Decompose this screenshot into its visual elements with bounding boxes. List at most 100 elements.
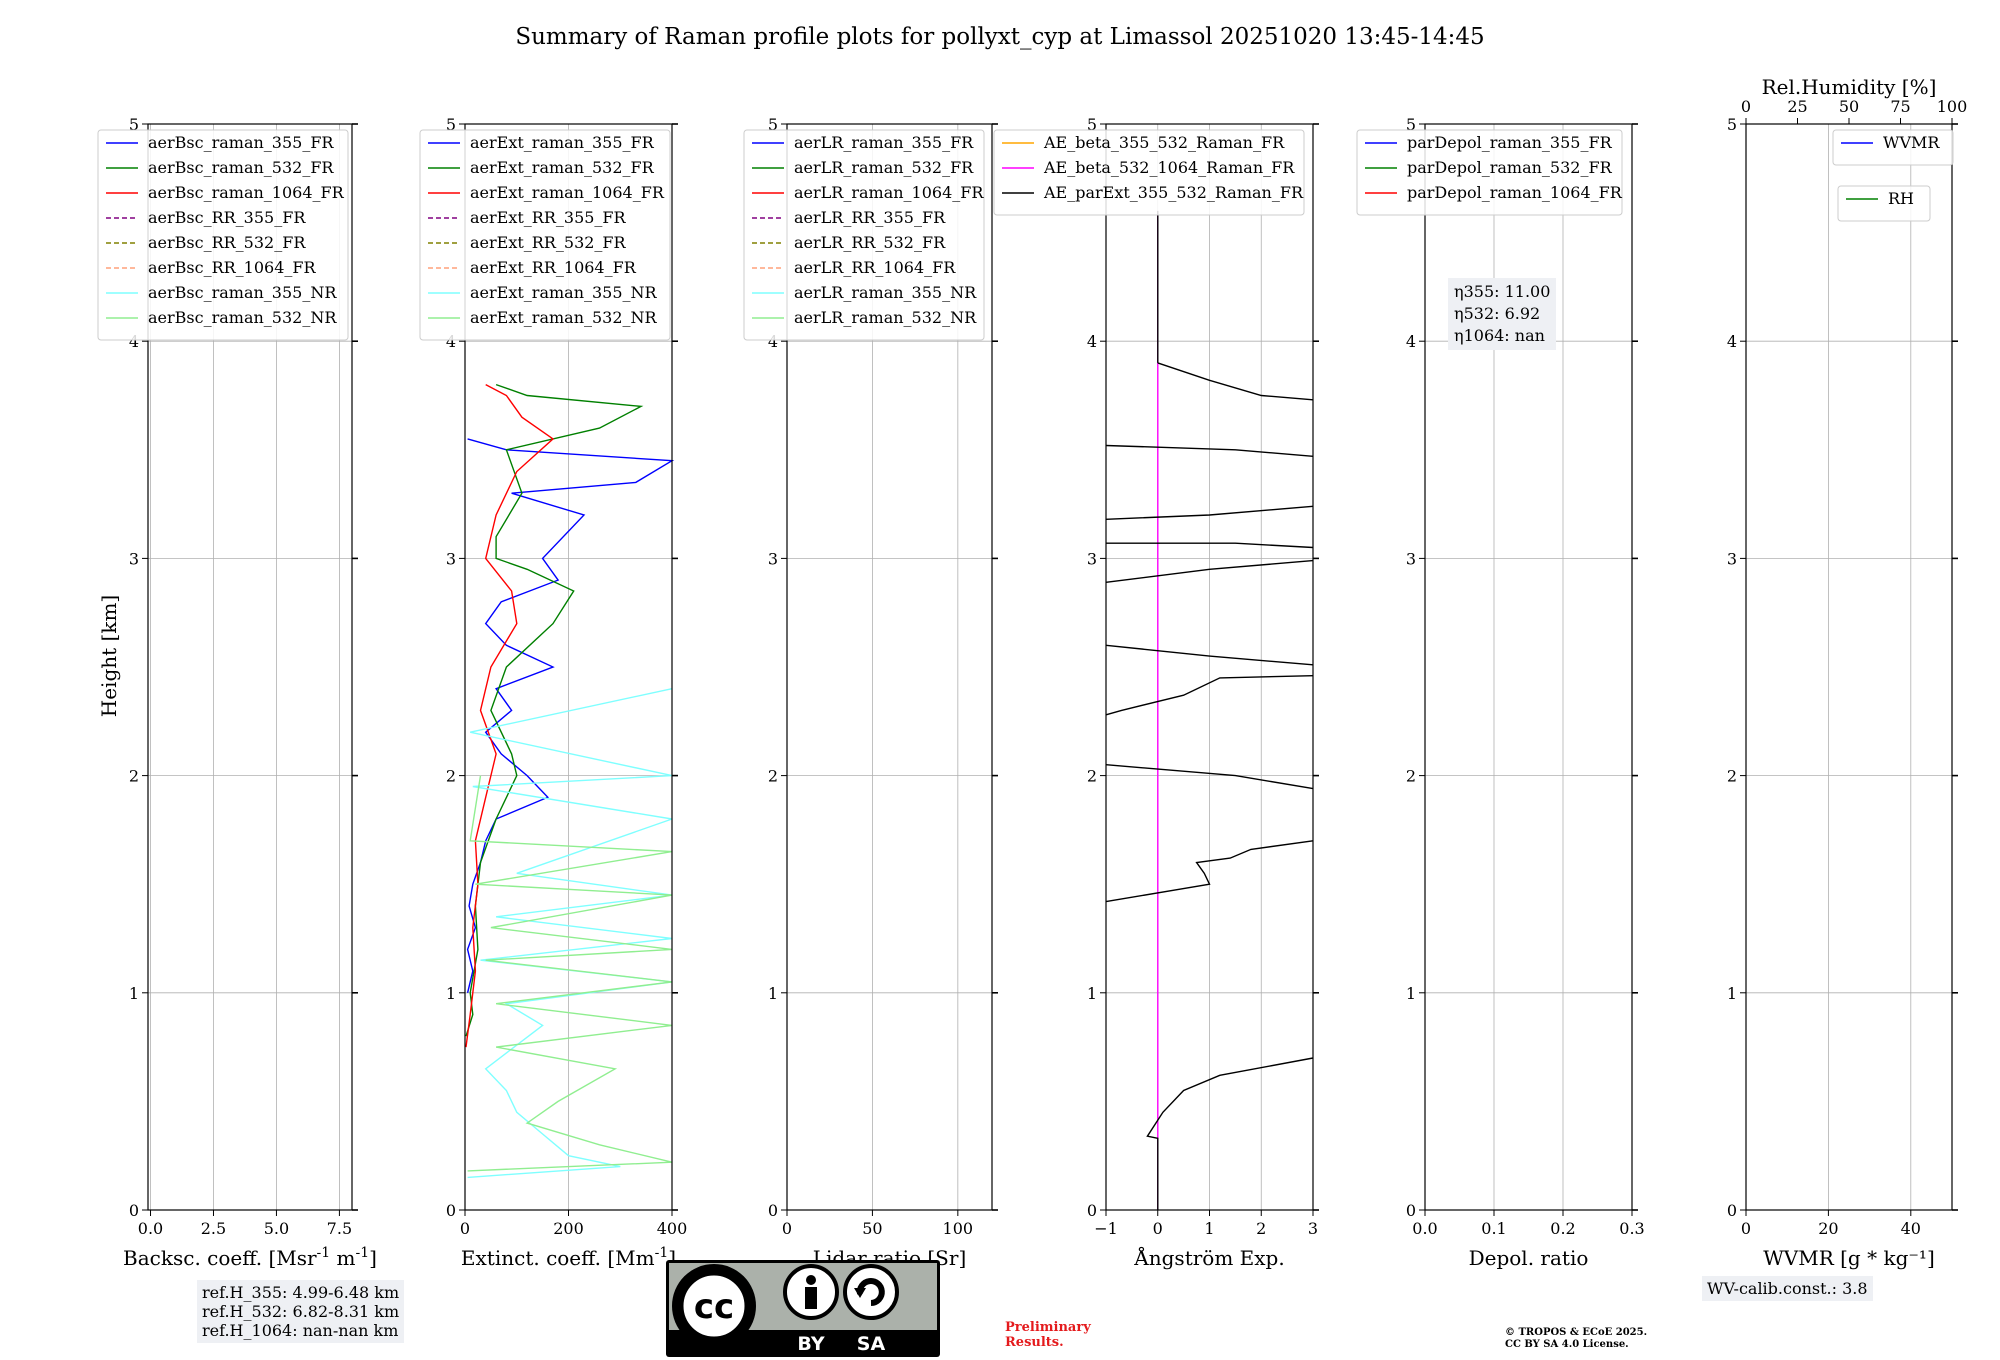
legend-label: aerExt_raman_532_FR — [470, 158, 655, 177]
legend-label: parDepol_raman_532_FR — [1407, 158, 1613, 177]
ytick-label-bsc: 2 — [129, 767, 139, 786]
legend-label: aerLR_raman_355_NR — [794, 283, 977, 302]
copyright-note: © TROPOS & ECoE 2025. CC BY SA 4.0 Licen… — [1505, 1327, 1647, 1351]
legend-label: aerBsc_RR_1064_FR — [148, 258, 317, 277]
ytick-label-dep: 5 — [1406, 115, 1416, 134]
legend-bsc — [97, 129, 349, 341]
axes-frame-lr — [786, 123, 993, 1211]
sa-text: SA — [857, 1333, 886, 1355]
series-AE_parExt_355_532_Raman_FR — [1157, 362, 1314, 401]
panel-ae: −1 0 1 2 3012345AE_beta_355_532_Raman_FRAE_b… — [993, 115, 1319, 1238]
xtick-label-dep: 0.3 — [1619, 1219, 1644, 1238]
axes-frame-wv — [1745, 123, 1953, 1211]
series-AE_parExt_355_532_Raman_FR — [1105, 444, 1314, 457]
legend-ext — [419, 129, 671, 341]
legend-label: aerExt_raman_532_NR — [470, 308, 658, 327]
ytick-label-ext: 1 — [446, 984, 456, 1003]
legend-label: aerBsc_raman_1064_FR — [148, 183, 345, 202]
ytick-label-bsc: 5 — [129, 115, 139, 134]
copyright-line-1: © TROPOS & ECoE 2025. — [1505, 1327, 1648, 1338]
legend-label: aerBsc_RR_532_FR — [148, 233, 306, 252]
ytick-label-ext: 3 — [446, 549, 456, 568]
xlabel-wv: WVMR [g * kg⁻¹] — [1763, 1246, 1935, 1270]
legend-label: aerBsc_raman_532_FR — [148, 158, 334, 177]
top-xlabel-wv: Rel.Humidity [%] — [1762, 75, 1937, 99]
ytick-label-ext: 2 — [446, 767, 456, 786]
legend-label: aerBsc_raman_355_NR — [148, 283, 337, 302]
eta-box: η355: 11.00 η532: 6.92 η1064: nan — [1448, 278, 1557, 350]
series-AE_parExt_355_532_Raman_FR — [1105, 644, 1314, 666]
preliminary-line-2: Results. — [1005, 1335, 1064, 1350]
legend-label: AE_beta_532_1064_Raman_FR — [1043, 158, 1295, 177]
ytick-label-wv: 2 — [1727, 767, 1737, 786]
xtick-label-ae: −1 — [1094, 1219, 1118, 1238]
xtick-label-wv: 20 — [1818, 1219, 1838, 1238]
top-xtick-label-wv: 0 — [1741, 97, 1751, 116]
xtick-label-ext: 400 — [657, 1219, 688, 1238]
ytick-label-ae: 4 — [1087, 332, 1097, 351]
top-xtick-label-wv: 100 — [1937, 97, 1968, 116]
series-AE_parExt_355_532_Raman_FR — [1105, 840, 1314, 903]
series-AE_parExt_355_532_Raman_FR — [1105, 505, 1314, 520]
ytick-label-wv: 5 — [1727, 115, 1737, 134]
xtick-label-ae: 1 — [1204, 1219, 1214, 1238]
cc-by-sa-badge: cc BY SA — [666, 1260, 940, 1357]
xlabel-bsc: Backsc. coeff. [Msr-1 m-1] — [123, 1245, 377, 1270]
series-AE_parExt_355_532_Raman_FR — [1146, 1057, 1314, 1210]
legend-label: aerLR_raman_355_FR — [794, 133, 974, 152]
eta-1064: η1064: nan — [1454, 326, 1545, 345]
legend-label: aerLR_RR_355_FR — [794, 208, 946, 227]
xtick-label-bsc: 5.0 — [264, 1219, 289, 1238]
wv-calib-text: WV-calib.const.: 3.8 — [1707, 1279, 1868, 1298]
ref-h-355: ref.H_355: 4.99-6.48 km — [202, 1283, 400, 1302]
figure-title: Summary of Raman profile plots for polly… — [515, 24, 1484, 50]
ytick-label-lr: 3 — [768, 549, 778, 568]
legend-label: aerExt_RR_1064_FR — [470, 258, 637, 277]
sa-icon — [843, 1264, 899, 1320]
ytick-label-wv: 1 — [1727, 984, 1737, 1003]
legend-ae — [993, 129, 1305, 216]
panel-bsc: 0.0 2.5 5.0 7.5 0 1 2 3 4 5 aerBsc_raman_355_FRaer… — [97, 115, 358, 1238]
ytick-label-ext: 5 — [446, 115, 456, 134]
ytick-label-ext: 0 — [446, 1201, 456, 1220]
ytick-label-lr: 0 — [768, 1201, 778, 1220]
ytick-label-dep: 0 — [1406, 1201, 1416, 1220]
ref-height-box: ref.H_355: 4.99-6.48 km ref.H_532: 6.82-… — [197, 1280, 405, 1343]
xtick-label-wv: 0 — [1741, 1219, 1751, 1238]
preliminary-line-1: Preliminary — [1005, 1320, 1091, 1335]
ytick-label-ae: 1 — [1087, 984, 1097, 1003]
legend-label: aerExt_raman_355_NR — [470, 283, 658, 302]
legend-lr — [743, 129, 985, 341]
legend-label: RH — [1888, 189, 1914, 208]
series-aerExt_raman_532_FR — [465, 383, 644, 1037]
series-aerExt_raman_1064_FR — [465, 383, 555, 1048]
xtick-label-dep: 0.1 — [1481, 1219, 1506, 1238]
ytick-label-dep: 3 — [1406, 549, 1416, 568]
axes-frame-bsc — [147, 123, 353, 1211]
legend-label: aerExt_raman_355_FR — [470, 133, 655, 152]
xlabel-dep: Depol. ratio — [1469, 1246, 1589, 1270]
ref-h-1064: ref.H_1064: nan-nan km — [202, 1321, 399, 1340]
xtick-label-ae: 3 — [1308, 1219, 1318, 1238]
xtick-label-lr: 50 — [862, 1219, 882, 1238]
series-AE_parExt_355_532_Raman_FR — [1105, 559, 1314, 583]
legend-label: aerExt_raman_1064_FR — [470, 183, 665, 202]
ytick-label-ae: 5 — [1087, 115, 1097, 134]
series-aerExt_raman_355_NR — [467, 688, 673, 1179]
legend-label: aerBsc_raman_355_FR — [148, 133, 334, 152]
legend-label: WVMR — [1883, 133, 1940, 152]
ytick-label-wv: 4 — [1727, 332, 1737, 351]
ytick-label-ae: 0 — [1087, 1201, 1097, 1220]
xtick-label-bsc: 7.5 — [327, 1219, 352, 1238]
ytick-label-ext: 4 — [446, 332, 456, 351]
copyright-line-2: CC BY SA 4.0 License. — [1505, 1339, 1629, 1350]
series-aerExt_raman_532_NR — [467, 775, 673, 1172]
panel-lr: 0 50 100 0 1 2 3 4 5 aerLR_raman_355_FR aerLR_rama… — [743, 115, 998, 1238]
legend-wv — [1832, 129, 1954, 166]
ytick-label-lr: 4 — [768, 332, 778, 351]
series-aerExt_raman_355_FR — [466, 438, 675, 993]
y-axis-label: Height [km] — [97, 595, 121, 717]
xtick-label-ext: 200 — [553, 1219, 584, 1238]
ytick-label-lr: 1 — [768, 984, 778, 1003]
